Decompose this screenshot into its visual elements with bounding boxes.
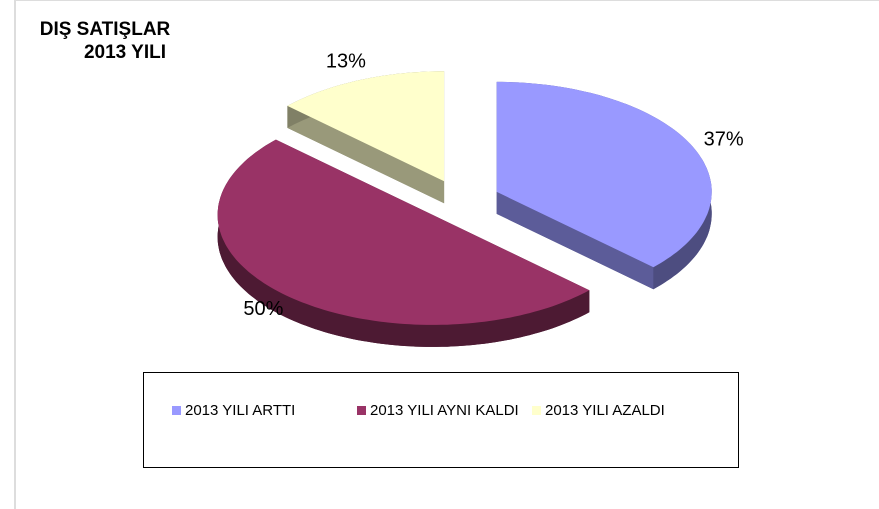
slice-cut <box>496 191 654 290</box>
legend: 2013 YILI ARTTI 2013 YILI AYNI KALDI 2013 … <box>143 372 739 468</box>
chart-title: DIŞ SATIŞLAR <box>40 19 171 40</box>
legend-label: 2013 YILI AYNI KALDI <box>370 402 519 419</box>
legend-label: 2013 YILI ARTTI <box>185 402 296 419</box>
data-label: 37% <box>704 129 744 151</box>
slice <box>217 139 590 325</box>
legend-swatch <box>172 406 181 415</box>
legend-swatch <box>532 406 541 415</box>
chart-title: 2013 YILI <box>84 42 166 63</box>
legend-item: 2013 YILI AZALDI <box>532 401 712 467</box>
legend-item: 2013 YILI AYNI KALDI <box>357 401 532 467</box>
legend-label: 2013 YILI AZALDI <box>545 402 665 419</box>
legend-item: 2013 YILI ARTTI <box>172 401 357 467</box>
data-label: 13% <box>326 50 366 72</box>
data-label: 50% <box>243 298 283 320</box>
slice-cut <box>287 105 445 204</box>
legend-swatch <box>357 406 366 415</box>
slice <box>496 81 712 268</box>
slice <box>287 71 445 182</box>
